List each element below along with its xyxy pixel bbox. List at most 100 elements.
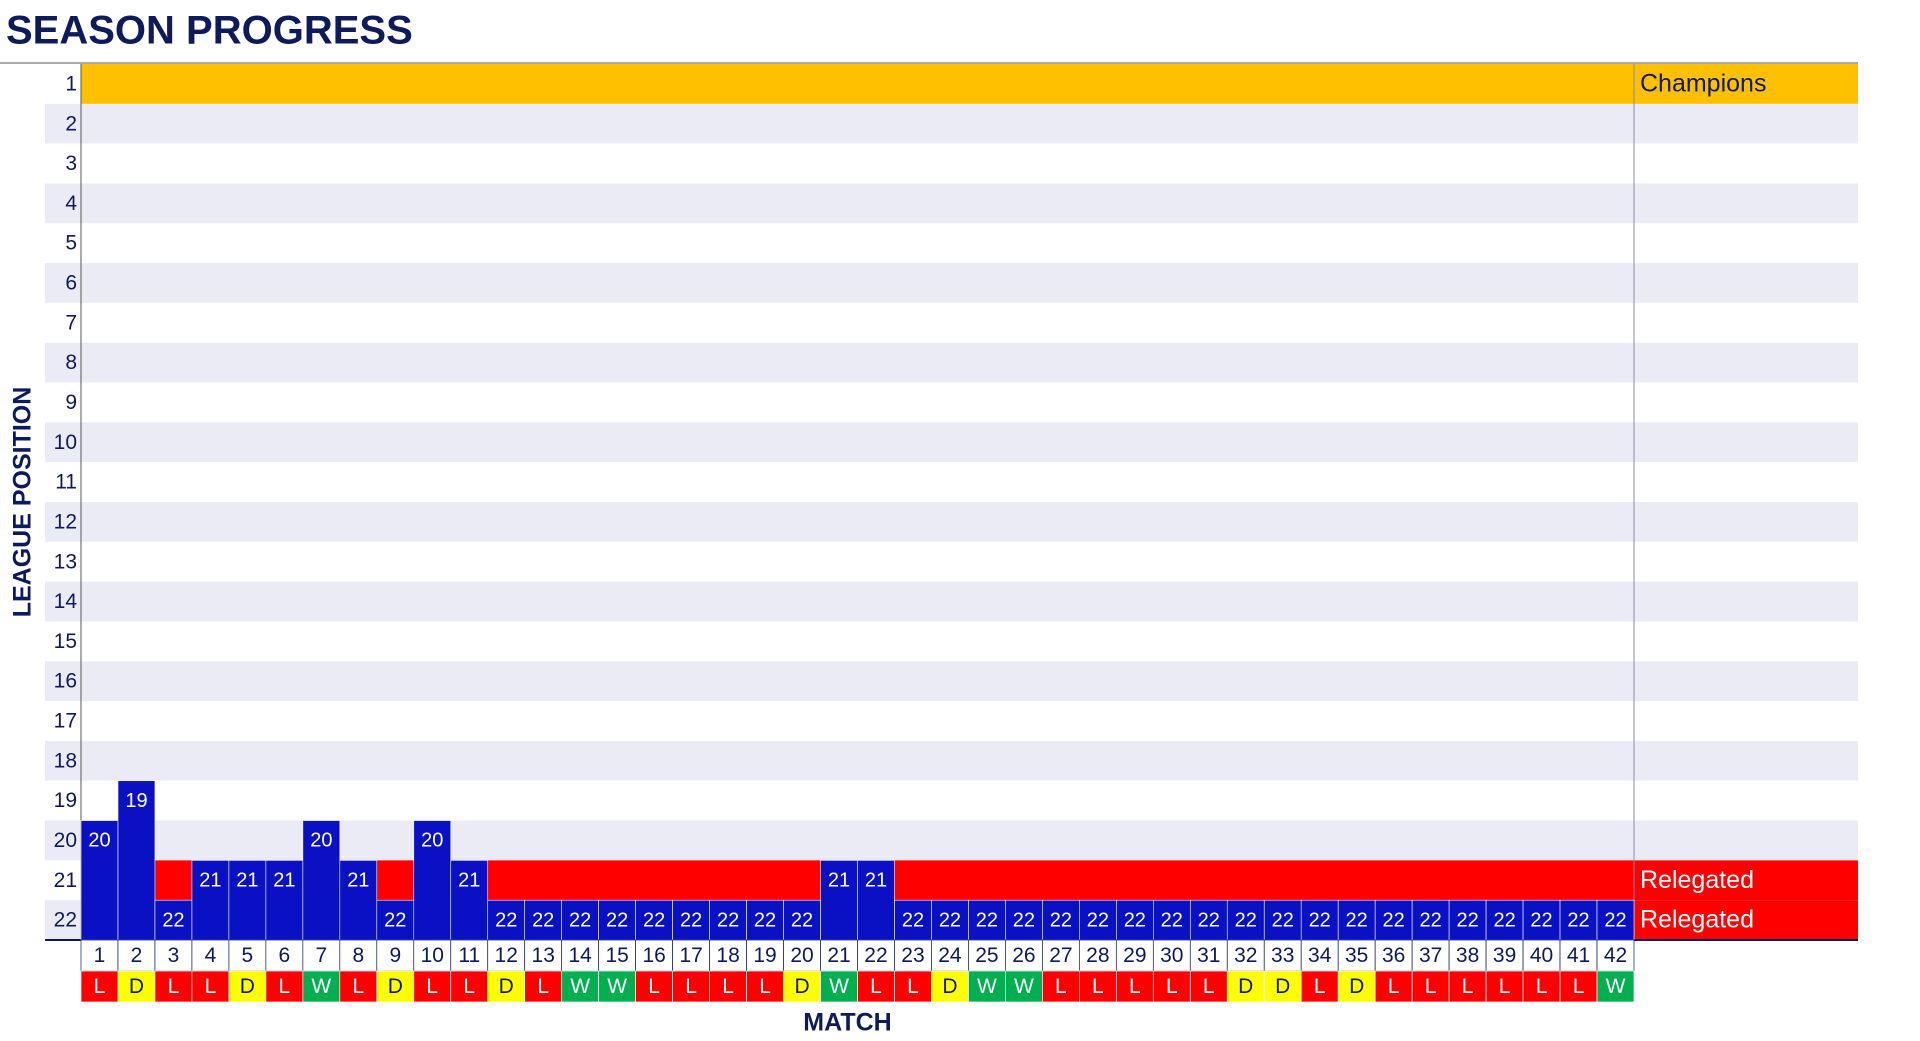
bar-label: 22 — [1087, 909, 1109, 931]
result-cell — [709, 970, 747, 1003]
y-tick-label: 6 — [65, 272, 77, 295]
x-tick-label: 3 — [168, 944, 180, 967]
bar — [746, 899, 784, 941]
y-tick-label: 11 — [55, 471, 77, 494]
match-cell — [1559, 939, 1598, 972]
y-tick-label: 2 — [65, 112, 77, 135]
x-tick-label: 12 — [495, 944, 518, 967]
result-label: L — [759, 975, 771, 998]
y-tick-label: 8 — [65, 351, 77, 374]
x-tick-label: 4 — [205, 944, 217, 967]
bar-label: 22 — [1604, 909, 1626, 931]
row-band — [45, 820, 1858, 861]
bar-label: 22 — [162, 909, 184, 931]
result-label: D — [388, 975, 403, 998]
bar — [598, 899, 636, 941]
result-label: L — [352, 975, 364, 998]
result-cell — [1374, 970, 1413, 1003]
x-tick-label: 23 — [901, 944, 924, 967]
result-label: L — [1129, 975, 1141, 998]
result-label: L — [537, 975, 549, 998]
x-tick-label: 26 — [1012, 944, 1035, 967]
bar — [413, 820, 452, 941]
result-cell — [302, 970, 341, 1003]
result-cell — [524, 970, 563, 1003]
y-tick-label: 3 — [65, 152, 77, 175]
x-tick-label: 33 — [1271, 944, 1294, 967]
result-label: D — [1275, 975, 1290, 998]
row-band — [45, 263, 1858, 303]
bar-label: 22 — [1567, 909, 1589, 931]
bar — [1005, 899, 1043, 941]
result-cell — [1411, 970, 1450, 1003]
result-label: L — [94, 975, 106, 998]
result-label: D — [1238, 975, 1253, 998]
match-cell — [672, 939, 710, 972]
match-cell — [1596, 939, 1635, 972]
x-tick-label: 35 — [1345, 944, 1368, 967]
x-tick-label: 36 — [1382, 944, 1405, 967]
y-tick-label: 21 — [54, 869, 77, 892]
bar — [1374, 899, 1413, 941]
row-band — [45, 183, 1858, 224]
x-tick-label: 5 — [242, 944, 254, 967]
bar-label: 20 — [310, 830, 332, 852]
result-cell — [1263, 970, 1302, 1003]
result-cell — [561, 970, 600, 1003]
result-cell — [1115, 970, 1154, 1003]
result-label: W — [1606, 975, 1626, 998]
bar-label: 22 — [717, 909, 739, 931]
result-label: L — [722, 975, 734, 998]
result-label: L — [648, 975, 660, 998]
y-tick-label: 12 — [54, 510, 77, 533]
result-label: W — [829, 975, 849, 998]
bar-label: 22 — [1124, 909, 1146, 931]
bar — [154, 899, 193, 941]
result-label: D — [942, 975, 957, 998]
bar-label: 22 — [495, 909, 517, 931]
result-cell — [1559, 970, 1598, 1003]
bar — [339, 860, 378, 941]
match-cell — [857, 939, 895, 972]
bar — [376, 899, 415, 941]
match-cell — [1485, 939, 1524, 972]
match-cell — [894, 939, 932, 972]
result-cell — [1448, 970, 1487, 1003]
bar-label: 21 — [347, 870, 369, 892]
zone-band — [81, 860, 1858, 901]
bar-label: 21 — [199, 870, 221, 892]
y-tick-label: 15 — [54, 630, 77, 653]
x-tick-label: 13 — [532, 944, 555, 967]
y-tick-label: 16 — [54, 670, 77, 693]
match-cell — [931, 939, 969, 972]
result-label: D — [129, 975, 144, 998]
row-band — [45, 342, 1858, 383]
result-cell — [1189, 970, 1228, 1003]
result-cell — [1596, 970, 1635, 1003]
y-tick-label: 7 — [65, 311, 77, 334]
result-cell — [228, 970, 267, 1003]
row-band — [45, 422, 1858, 463]
bar-label: 22 — [1456, 909, 1478, 931]
x-tick-label: 1 — [94, 944, 106, 967]
x-tick-label: 10 — [421, 944, 444, 967]
result-label: W — [570, 975, 590, 998]
result-cell — [80, 970, 119, 1003]
bar — [117, 780, 156, 941]
bar — [783, 899, 821, 941]
result-label: L — [1203, 975, 1215, 998]
bar-label: 22 — [1420, 909, 1442, 931]
row-band — [45, 103, 1858, 144]
x-tick-label: 24 — [938, 944, 962, 967]
result-label: L — [1536, 975, 1548, 998]
result-cell — [894, 970, 932, 1003]
bar — [1042, 899, 1080, 941]
bar-label: 22 — [1309, 909, 1331, 931]
x-tick-label: 29 — [1123, 944, 1146, 967]
bar-label: 21 — [236, 870, 258, 892]
result-label: D — [240, 975, 255, 998]
bar-label: 22 — [1050, 909, 1072, 931]
match-cell — [635, 939, 673, 972]
x-tick-label: 20 — [790, 944, 813, 967]
